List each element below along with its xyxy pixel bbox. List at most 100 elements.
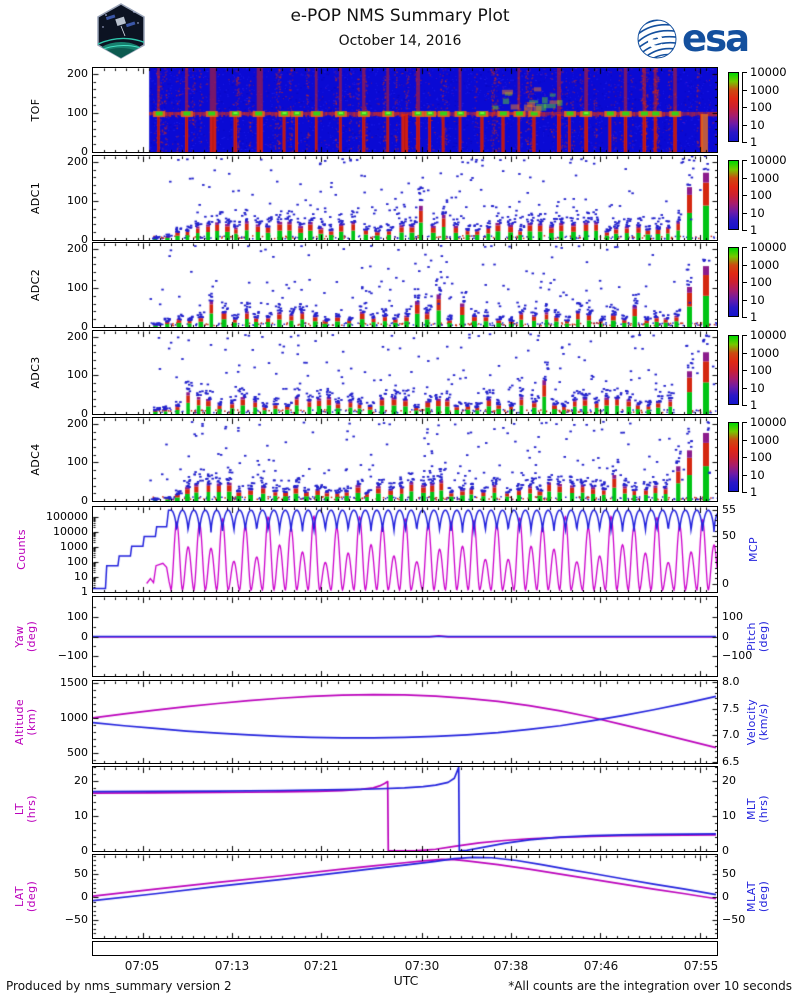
counts-panel [92,506,718,593]
y-tick-label: 55 [722,503,736,516]
colorbar-tick [742,475,747,476]
y-tick-label: −50 [64,913,88,926]
colorbar-tick [742,282,747,283]
y-tick-label: 200 [67,155,88,168]
colorbar-tick [742,335,747,336]
y-axis-label-adc2-line: ADC2 [29,268,42,302]
integration-note: *All counts are the integration over 10 … [508,979,792,993]
colorbar-tick [742,107,747,108]
colorbar-tick [742,213,747,214]
svg-text:e: e [647,25,664,54]
time-tick-label: 07:46 [583,959,619,973]
y-axis-label-orbit-right-line: (km/s) [757,703,770,741]
y-axis-label-counts-line: Counts [15,529,28,570]
localtime-panel [92,766,718,852]
time-tick-label: 07:13 [214,959,250,973]
colorbar [728,72,739,142]
colorbar-tick-label: 100 [750,363,772,377]
adc3-panel [92,330,718,415]
y-axis-label-adc4: ADC4 [29,418,42,501]
colorbar-tick [742,300,747,301]
produced-by-note: Produced by nms_summary version 2 [6,979,232,993]
colorbar-tick-label: 10000 [750,153,787,167]
y-tick-label: 200 [67,330,88,343]
y-axis-label-localtime-right-line: (hrs) [757,795,770,823]
y-tick-label: 7.5 [722,702,740,715]
y-tick-label: 100 [67,455,88,468]
adc2-panel [92,242,718,328]
colorbar-tick-label: 1 [750,485,758,499]
y-tick-label: 200 [67,242,88,255]
y-tick-label: 500 [67,746,88,759]
y-tick-label: 0 [81,494,88,507]
x-axis-title: UTC [393,973,419,988]
y-axis-label-adc4-line: ADC4 [29,443,42,476]
colorbar-tick [742,317,747,318]
y-tick-label: 0 [81,844,88,857]
adc4-plot-canvas [93,418,717,501]
y-tick-label: 50 [74,867,88,880]
y-tick-label: 0 [722,844,729,857]
colorbar [728,422,739,492]
y-tick-label: 10 [74,809,88,822]
y-tick-label: 100 [67,194,88,207]
colorbar-tick-label: 100 [750,275,772,289]
y-tick-label: 0 [81,890,88,903]
y-axis-label-adc1-line: ADC1 [29,181,42,215]
y-tick-label: 100 [722,610,743,623]
adc3-plot-canvas [93,331,717,414]
y-axis-label-attitude-left: Yaw (deg) [13,597,38,676]
page-title: e-POP NMS Summary Plot [290,6,510,26]
colorbar [728,335,739,405]
colorbar-tick-label: 10 [750,118,765,132]
y-tick-label: −50 [722,913,746,926]
latitude-plot-canvas [93,855,717,938]
colorbar-tick [742,72,747,73]
strip-panel [92,941,718,956]
colorbar-tick-label: 1000 [750,346,780,360]
y-tick-label: 10 [74,570,88,583]
y-tick-label: 100 [67,281,88,294]
y-tick-label: 10 [722,809,736,822]
esa-wordmark: esa [682,17,750,60]
y-tick-label: 1000 [60,711,88,724]
adc1-plot-canvas [93,156,717,240]
colorbar-tick [742,142,747,143]
orbit-plot-canvas [93,681,717,763]
colorbar-tick-label: 1000 [750,171,780,185]
colorbar-tick [742,195,747,196]
y-axis-label-adc1: ADC1 [29,156,42,240]
adc4-panel [92,417,718,502]
y-axis-label-localtime-right: MLT (hrs) [745,767,770,851]
colorbar-tick [742,178,747,179]
colorbar-tick-label: 10000 [750,415,787,429]
colorbar-tick [742,440,747,441]
colorbar-tick [742,125,747,126]
y-tick-label: 100000 [46,510,88,523]
y-tick-label: 200 [67,417,88,430]
colorbar-tick-label: 10 [750,468,765,482]
y-tick-label: 100 [67,555,88,568]
esa-logo: e esa [636,17,766,61]
y-tick-label: 0 [722,630,729,643]
tof-panel [92,67,718,153]
y-axis-label-orbit-right: Velocity (km/s) [745,681,770,763]
time-tick-label: 07:38 [493,959,529,973]
y-tick-label: 1500 [60,676,88,689]
y-axis-label-latitude-right: MLAT (deg) [745,855,770,938]
y-tick-label: 100 [67,610,88,623]
y-tick-label: 100 [67,368,88,381]
y-axis-label-latitude-left-line: (deg) [25,880,38,913]
colorbar-tick-label: 100 [750,450,772,464]
colorbar-tick-label: 100 [750,188,772,202]
colorbar-tick [742,90,747,91]
plot-date: October 14, 2016 [338,33,462,49]
tof-plot-canvas [93,68,717,152]
orbit-panel [92,680,718,764]
time-tick-label: 07:55 [683,959,719,973]
y-tick-label: 10000 [53,525,88,538]
y-tick-label: −100 [57,649,88,662]
colorbar-tick [742,353,747,354]
colorbar-tick [742,457,747,458]
colorbar-tick [742,422,747,423]
